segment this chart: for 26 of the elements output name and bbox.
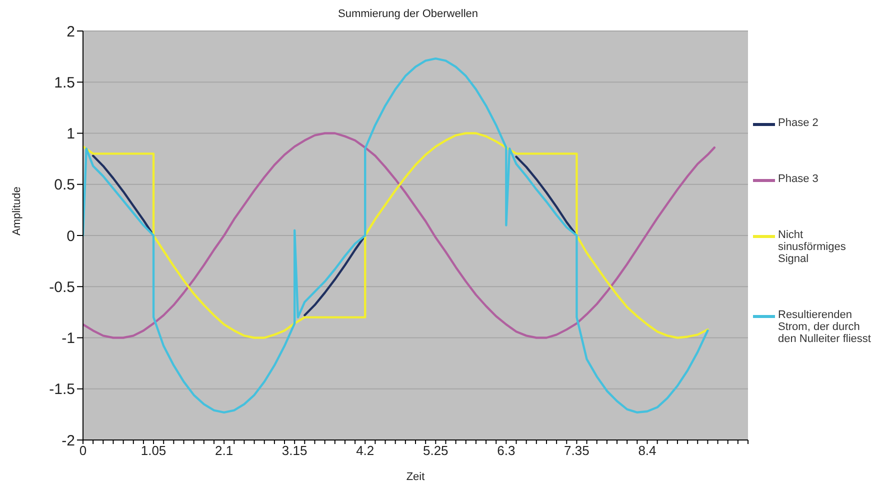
x-tick-label: 6.3 (497, 443, 516, 458)
legend-label: Phase 3 (778, 173, 818, 185)
legend-label: Phase 2 (778, 117, 818, 129)
legend-label: Nicht sinusförmiges Signal (778, 229, 847, 265)
y-tick-label: 2 (66, 23, 75, 40)
x-tick-label: 2.1 (215, 443, 234, 458)
x-tick-label: 5.25 (422, 443, 448, 458)
x-tick-label: 1.05 (140, 443, 166, 458)
legend-label: Resultierenden Strom, der durch den Nulleiter fliesst (778, 309, 872, 345)
y-tick-label: 1 (66, 126, 75, 143)
y-tick-label: 0 (66, 228, 75, 245)
y-tick-label: -1.5 (49, 381, 75, 398)
x-tick-label: 4.2 (356, 443, 374, 458)
y-tick-label: -2 (62, 432, 75, 450)
x-tick-label: 8.4 (638, 443, 656, 458)
x-tick-label: 0 (79, 443, 87, 458)
y-tick-label: -1 (62, 330, 75, 348)
y-axis-title: Amplitude (10, 186, 23, 236)
x-tick-label: 7.35 (564, 443, 590, 458)
x-axis-title: Zeit (406, 471, 425, 483)
y-tick-label: 1.5 (54, 74, 75, 92)
chart-title: Summierung der Oberwellen (336, 8, 479, 22)
line-series (83, 58, 709, 414)
y-tick-label: -0.5 (49, 278, 75, 296)
y-tick-label: 0.5 (54, 176, 75, 194)
x-tick-label: 3.15 (282, 443, 308, 458)
